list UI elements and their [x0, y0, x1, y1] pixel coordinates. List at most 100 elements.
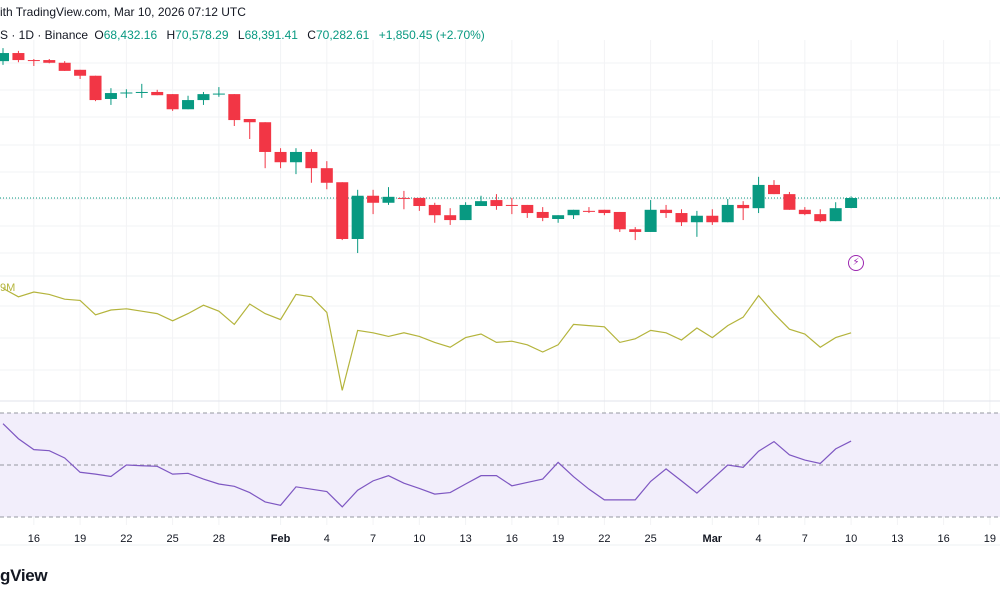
candle-body: [459, 204, 472, 221]
time-tick-label: 7: [802, 533, 808, 545]
candle: [259, 122, 272, 169]
candle: [690, 210, 703, 237]
candle-body: [0, 53, 9, 62]
candle: [274, 148, 287, 169]
candle-body: [197, 94, 210, 101]
time-tick-label: 19: [984, 533, 996, 545]
time-tick-label: 16: [506, 533, 518, 545]
candle: [444, 208, 457, 225]
candle-body: [104, 93, 117, 99]
candle-body: [274, 151, 287, 163]
high-value: 70,578.29: [175, 28, 229, 42]
candle-body: [598, 209, 611, 214]
time-tick-label: 10: [413, 533, 425, 545]
candle-body: [43, 60, 56, 63]
time-tick-label: 4: [324, 533, 330, 545]
time-tick-label: 19: [552, 533, 564, 545]
tradingview-logo[interactable]: gView: [0, 566, 48, 585]
candle-body: [829, 208, 842, 222]
candle: [397, 190, 410, 210]
candle: [74, 69, 87, 79]
candle: [567, 209, 580, 219]
chart-canvas[interactable]: 16 19 22 25 28 Feb 4 7 10 13 16 19 22 25 Mar 4 7 10 13 16 19: [0, 0, 1000, 560]
candle: [120, 89, 133, 98]
candle: [613, 211, 626, 232]
candle: [27, 58, 40, 67]
candle-body: [737, 204, 750, 209]
candle-body: [552, 215, 565, 219]
candle-body: [397, 197, 410, 199]
candle-body: [305, 151, 318, 169]
candle: [43, 58, 56, 64]
candle-body: [351, 195, 364, 239]
candle-body: [814, 214, 827, 222]
time-tick-label: 16: [937, 533, 949, 545]
candle-body: [521, 204, 534, 214]
candle: [58, 61, 71, 71]
candle-body: [243, 118, 256, 123]
rsi-band-lines: [0, 412, 1000, 518]
candle: [0, 48, 9, 65]
candle: [12, 50, 25, 63]
candle-body: [135, 91, 148, 93]
candle-body: [367, 195, 380, 203]
symbol-label[interactable]: S · 1D · Binance: [0, 28, 89, 42]
open-label: O: [94, 28, 104, 42]
candle-body: [490, 200, 503, 207]
candle-body: [567, 209, 580, 216]
candle: [505, 197, 518, 215]
candle-body: [120, 92, 133, 94]
candle-body: [783, 194, 796, 210]
high-label: H: [166, 28, 176, 42]
time-axis[interactable]: 16 19 22 25 28 Feb 4 7 10 13 16 19 22 25 Mar 4 7 10 13 16 19: [28, 533, 996, 545]
change-value: +1,850.45 (+2.70%): [378, 28, 485, 42]
candle: [135, 83, 148, 98]
chart-attribution: ith TradingView.com, Mar 10, 2026 07:12 …: [0, 5, 246, 19]
candle-body: [536, 211, 549, 218]
candle: [351, 189, 364, 254]
candle: [721, 198, 734, 223]
candle: [752, 176, 765, 214]
candle: [89, 75, 102, 102]
candle-body: [675, 213, 688, 223]
low-value: 68,391.41: [244, 28, 298, 42]
time-tick-label: 22: [120, 533, 132, 545]
low-label: L: [237, 28, 245, 42]
candle: [737, 201, 750, 221]
candle: [413, 197, 426, 211]
candle: [320, 161, 333, 190]
time-tick-label: 7: [370, 533, 376, 545]
time-tick-label: 4: [756, 533, 762, 545]
candle-body: [613, 211, 626, 230]
time-tick-label: 16: [28, 533, 40, 545]
time-tick-label: 13: [459, 533, 471, 545]
open-value: 68,432.16: [103, 28, 158, 42]
candle-body: [151, 91, 164, 96]
candle-body: [644, 209, 657, 232]
candle: [629, 227, 642, 241]
candle: [845, 196, 858, 209]
candle-body: [721, 204, 734, 223]
candle: [336, 182, 349, 241]
candles: [0, 48, 858, 254]
candle-body: [845, 198, 858, 209]
candle: [644, 200, 657, 232]
indicator-value-label: 9M: [0, 282, 16, 294]
candle: [166, 94, 179, 111]
candle: [675, 209, 688, 227]
candle-body: [582, 210, 595, 212]
candle: [182, 95, 195, 110]
candle-body: [336, 182, 349, 239]
candle-body: [27, 60, 40, 62]
candle-body: [768, 184, 780, 195]
candle: [814, 209, 827, 223]
close-value: 70,282.61: [315, 28, 370, 42]
lightning-bolt-icon[interactable]: ⚡︎: [848, 255, 864, 271]
time-tick-label: 25: [645, 533, 657, 545]
time-tick-label: 19: [74, 533, 86, 545]
candle-body: [428, 204, 441, 216]
candle-body: [182, 100, 195, 110]
candle: [228, 94, 241, 127]
candle-body: [475, 201, 488, 207]
candle: [829, 202, 842, 222]
